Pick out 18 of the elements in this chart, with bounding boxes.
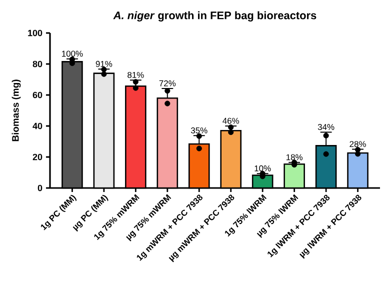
y-tick-label: 100: [28, 30, 42, 36]
annotation: 100%: [62, 50, 83, 57]
y-tick-label: 80: [32, 60, 42, 68]
annotation: 10%: [254, 165, 271, 172]
annotation: 28%: [350, 141, 366, 148]
annotation: 72%: [159, 80, 176, 86]
annotation: 46%: [222, 118, 240, 124]
y-tick-label: 0: [38, 184, 42, 192]
annotation: 91%: [96, 60, 112, 67]
y-tick-label: 60: [32, 92, 42, 98]
chart-title: A. niger growth in FEP bag bioreactors: [113, 11, 316, 22]
annotation: 35%: [190, 127, 208, 134]
y-axis-title: Biomass (mg): [12, 80, 21, 142]
annotation: 34%: [318, 124, 334, 130]
y-tick-label: 40: [32, 122, 42, 130]
annotation: 18%: [286, 154, 303, 160]
annotation: 81%: [128, 72, 144, 78]
y-tick-label: 20: [32, 154, 42, 160]
